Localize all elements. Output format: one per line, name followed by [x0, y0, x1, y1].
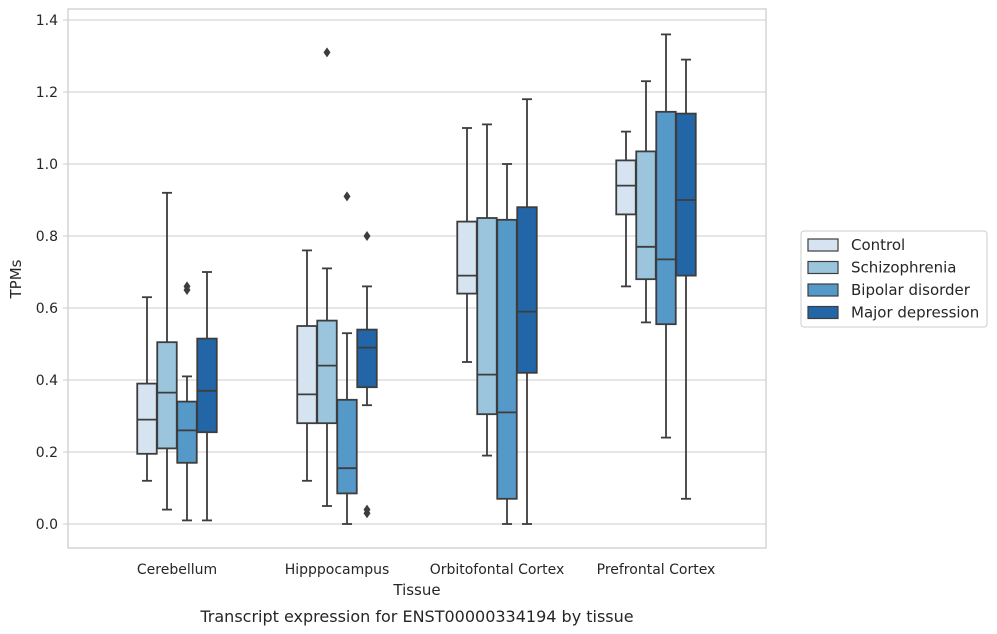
- y-tick-label: 0.2: [36, 445, 58, 461]
- box: [456, 127, 478, 363]
- outlier-point: [323, 47, 331, 58]
- box-body: [496, 218, 518, 500]
- box-body: [516, 206, 538, 374]
- y-tick-label: 0.6: [36, 301, 58, 317]
- box: [476, 123, 498, 457]
- y-axis-title: TPMs: [7, 259, 25, 299]
- legend-label: Control: [851, 236, 905, 254]
- box-body: [635, 150, 657, 281]
- x-tick-label: Prefrontal Cortex: [597, 562, 716, 578]
- x-tick-label: Hipppocampus: [285, 562, 390, 578]
- box: [336, 191, 358, 525]
- x-axis-title: Tissue: [392, 581, 440, 599]
- box-body: [456, 220, 478, 295]
- y-tick-label: 1.0: [36, 157, 58, 173]
- box: [316, 47, 338, 507]
- y-axis-ticks: 0.0 0.2 0.4 0.6 0.8 1.0 1.2 1.4: [36, 13, 68, 533]
- legend-label: Schizophrenia: [851, 259, 956, 277]
- legend-item: Control: [807, 236, 905, 254]
- box-body: [675, 112, 697, 277]
- x-tick-label: Cerebellum: [137, 562, 217, 578]
- box: [356, 231, 378, 519]
- legend-frame: [800, 230, 988, 328]
- legend: Control Schizophrenia Bipolar disorder Majo…: [800, 230, 988, 328]
- x-axis-ticks: Cerebellum Hipppocampus Orbitofontal Corte…: [137, 562, 715, 578]
- y-tick-label: 0.8: [36, 229, 58, 245]
- y-tick-label: 1.2: [36, 85, 58, 101]
- series-major-depression: [196, 58, 697, 525]
- outlier-point: [183, 281, 191, 292]
- box-body: [336, 398, 358, 495]
- legend-label: Bipolar disorder: [851, 281, 971, 299]
- box: [675, 58, 697, 500]
- box-body: [176, 400, 198, 464]
- box: [296, 249, 318, 482]
- legend-swatch: [807, 305, 839, 320]
- box-series: [136, 33, 697, 525]
- legend-item: Major depression: [807, 304, 979, 322]
- box: [156, 191, 178, 511]
- box-body: [655, 110, 677, 326]
- box: [196, 271, 218, 522]
- outlier-point: [363, 504, 371, 515]
- box-body: [356, 328, 378, 389]
- outlier-point: [343, 191, 351, 202]
- legend-item: Schizophrenia: [807, 259, 956, 277]
- box-body: [296, 325, 318, 425]
- y-tick-label: 0.4: [36, 373, 58, 389]
- legend-item: Bipolar disorder: [807, 281, 971, 299]
- legend-swatch: [807, 283, 839, 297]
- box-body: [156, 341, 178, 450]
- series-bipolar-disorder: [176, 33, 677, 525]
- box-body: [316, 319, 338, 425]
- box-body: [615, 159, 637, 216]
- series-control: [136, 127, 637, 482]
- box: [516, 98, 538, 525]
- y-tick-label: 1.4: [36, 13, 58, 29]
- y-tick-label: 0.0: [36, 517, 58, 533]
- legend-label: Major depression: [851, 304, 979, 322]
- box-body: [476, 217, 498, 416]
- x-tick-label: Orbitofontal Cortex: [430, 562, 565, 578]
- legend-swatch: [807, 238, 839, 252]
- legend-swatch: [807, 260, 839, 275]
- chart-caption: Transcript expression for ENST0000033419…: [199, 607, 633, 626]
- outlier-point: [363, 231, 371, 241]
- box-body: [196, 337, 218, 434]
